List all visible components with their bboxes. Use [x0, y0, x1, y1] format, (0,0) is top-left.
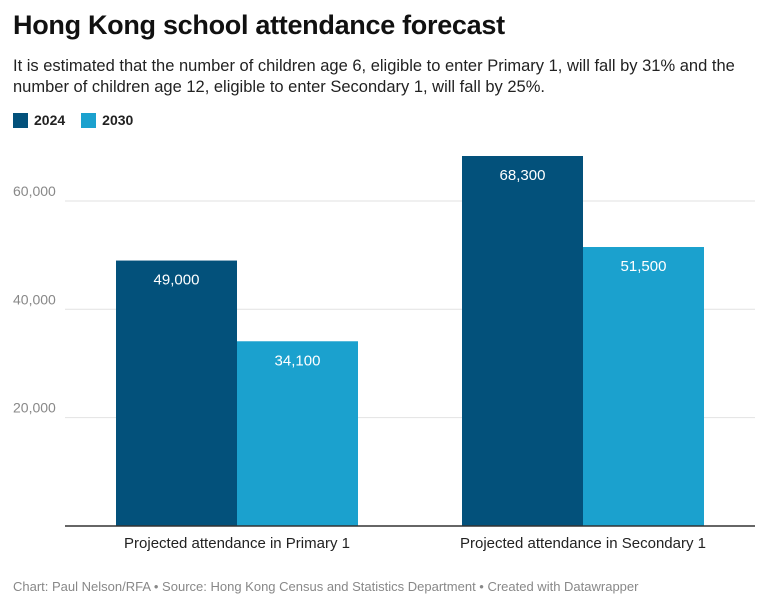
bar-value-label: 51,500	[621, 258, 667, 275]
bar-2024	[116, 260, 237, 526]
legend: 2024 2030	[13, 112, 149, 128]
bar-value-label: 34,100	[275, 352, 321, 369]
x-category-label: Projected attendance in Primary 1	[124, 535, 350, 552]
y-tick-label: 20,000	[13, 400, 56, 416]
chart-subtitle: It is estimated that the number of child…	[13, 57, 735, 96]
bar-value-label: 49,000	[154, 272, 200, 289]
legend-item-2030: 2030	[81, 112, 133, 128]
legend-label-2030: 2030	[102, 112, 134, 128]
chart-title: Hong Kong school attendance forecast	[13, 10, 505, 40]
x-category-label: Projected attendance in Secondary 1	[460, 535, 706, 552]
legend-item-2024: 2024	[13, 112, 65, 128]
legend-swatch-2030	[81, 112, 97, 128]
chart-footer: Chart: Paul Nelson/RFA • Source: Hong Ko…	[13, 579, 639, 594]
bar-2030	[237, 341, 358, 526]
bar-2024	[462, 156, 583, 526]
legend-swatch-2024	[13, 112, 28, 128]
y-tick-label: 60,000	[13, 183, 56, 199]
legend-label-2024: 2024	[34, 112, 66, 128]
y-tick-label: 40,000	[13, 291, 56, 307]
bar-2030	[583, 247, 704, 526]
bar-value-label: 68,300	[500, 167, 546, 184]
